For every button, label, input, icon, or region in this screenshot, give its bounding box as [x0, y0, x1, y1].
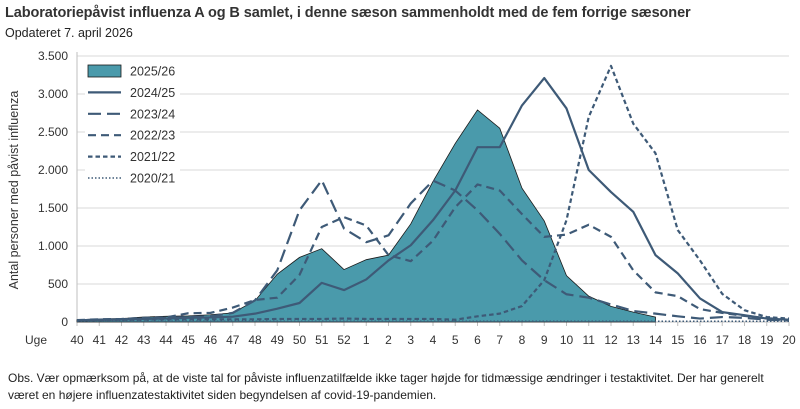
x-tick-label: 9: [541, 333, 548, 347]
x-tick-label: 41: [93, 333, 107, 347]
x-axis-label: Uge: [25, 333, 47, 347]
x-tick-label: 11: [583, 333, 596, 347]
x-tick-label: 51: [315, 333, 329, 347]
x-tick-label: 1: [363, 333, 370, 347]
x-tick-label: 8: [519, 333, 526, 347]
x-tick-label: 16: [693, 333, 707, 347]
series-line-2024-25: [76, 76, 790, 322]
y-tick-label: 2.000: [38, 163, 68, 177]
x-tick-label: 49: [271, 333, 285, 347]
x-tick-label: 12: [604, 333, 618, 347]
legend-label: 2021/22: [130, 150, 175, 164]
x-tick-label: 42: [115, 333, 129, 347]
x-tick-label: 44: [159, 333, 173, 347]
legend-swatch: [87, 64, 122, 78]
x-tick-label: 20: [782, 333, 796, 347]
x-tick-label: 3: [407, 333, 414, 347]
legend-label: 2023/24: [130, 107, 175, 121]
x-tick-label: 15: [671, 333, 685, 347]
legend-label: 2024/25: [130, 86, 175, 100]
y-tick-label: 3.500: [38, 49, 68, 63]
y-axis-label: Antal personer med påvist influenza: [7, 91, 21, 290]
x-tick-label: 50: [293, 333, 307, 347]
x-tick-label: 14: [649, 333, 663, 347]
x-tick-label: 40: [70, 333, 84, 347]
x-tick-label: 52: [337, 333, 351, 347]
x-tick-label: 13: [627, 333, 641, 347]
y-tick-label: 1.500: [38, 201, 68, 215]
x-tick-label: 46: [204, 333, 218, 347]
y-tick-label: 0: [61, 315, 68, 329]
y-tick-label: 2.500: [38, 125, 68, 139]
footnote: Obs. Vær opmærksom på, at de viste tal f…: [8, 371, 764, 402]
legend-label: 2025/26: [130, 65, 175, 79]
x-tick-label: 48: [248, 333, 262, 347]
x-tick-label: 5: [452, 333, 459, 347]
chart-title: Laboratoriepåvist influenza A og B samle…: [5, 5, 691, 21]
x-tick-label: 2: [385, 333, 392, 347]
x-tick-label: 6: [474, 333, 481, 347]
legend-label: 2022/23: [130, 129, 175, 143]
legend-label: 2020/21: [130, 172, 175, 186]
legend-background: [85, 62, 180, 192]
x-tick-label: 10: [560, 333, 574, 347]
x-tick-label: 18: [738, 333, 752, 347]
x-tick-label: 47: [226, 333, 240, 347]
x-tick-label: 45: [182, 333, 196, 347]
y-tick-label: 500: [48, 277, 68, 291]
chart-subtitle: Opdateret 7. april 2026: [5, 26, 133, 40]
x-tick-label: 43: [137, 333, 151, 347]
y-tick-label: 1.000: [38, 239, 68, 253]
x-tick-label: 17: [716, 333, 730, 347]
x-tick-label: 7: [496, 333, 503, 347]
series-line-2022-23: [76, 183, 790, 322]
series-line-2021-22: [76, 64, 790, 322]
y-tick-label: 3.000: [38, 87, 68, 101]
x-tick-label: 19: [760, 333, 774, 347]
x-tick-label: 4: [430, 333, 437, 347]
